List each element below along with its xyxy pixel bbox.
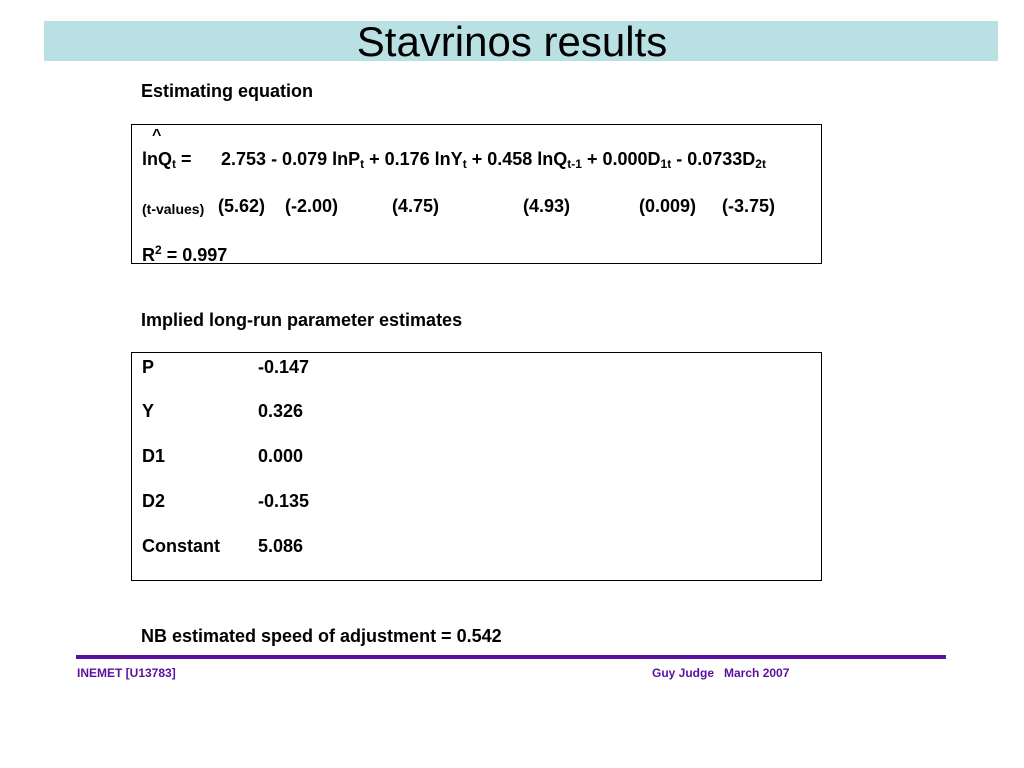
slide-title: Stavrinos results bbox=[356, 18, 668, 65]
tvalue-lagged: (4.93) bbox=[523, 196, 571, 216]
lhs-sub: t bbox=[172, 157, 176, 171]
eq-term-lagged-sub: t-1 bbox=[567, 157, 582, 171]
r2-value: = 0.997 bbox=[166, 245, 228, 265]
r-squared: R2 = 0.997 bbox=[142, 239, 227, 266]
tvalue-constant: (5.62) bbox=[218, 196, 266, 216]
footer-author-date: Guy Judge March 2007 bbox=[652, 666, 790, 680]
estimating-equation-heading: Estimating equation bbox=[141, 81, 314, 101]
eq-term-d1-sub: 1t bbox=[660, 157, 672, 171]
eq-term-price: - 0.079 lnP bbox=[271, 149, 361, 169]
equals-sign: = bbox=[181, 149, 192, 169]
eq-term-d2-sub: 2t bbox=[755, 157, 766, 171]
estimating-equation-box: ^ lnQt = 2.753 - 0.079 lnPt + 0.176 lnYt… bbox=[131, 124, 822, 266]
tvalue-price: (-2.00) bbox=[285, 196, 339, 216]
param-name: D1 bbox=[142, 446, 166, 466]
hat-symbol: ^ bbox=[152, 127, 162, 144]
param-value: 5.086 bbox=[258, 536, 304, 556]
equation-rhs: 2.753 - 0.079 lnPt + 0.176 lnYt + 0.458 … bbox=[221, 148, 766, 175]
eq-term-d2: - 0.0733D bbox=[676, 149, 756, 169]
tvalues-label-text: (t-values) bbox=[142, 201, 205, 217]
equation-lhs: lnQt = bbox=[142, 148, 192, 175]
eq-term-income-sub: t bbox=[462, 157, 467, 171]
param-value: -0.135 bbox=[258, 491, 310, 511]
speed-of-adjustment-note: NB estimated speed of adjustment = 0.542 bbox=[141, 626, 502, 646]
r2-label: R bbox=[142, 245, 155, 265]
param-value: -0.147 bbox=[258, 357, 310, 377]
tvalue-d2: (-3.75) bbox=[722, 196, 776, 216]
tvalue-income: (4.75) bbox=[392, 196, 440, 216]
eq-term-lagged: + 0.458 lnQ bbox=[471, 149, 568, 169]
param-value: 0.000 bbox=[258, 446, 304, 466]
footer-rule bbox=[76, 655, 946, 659]
param-name: Constant bbox=[142, 536, 220, 556]
r2-sup: 2 bbox=[155, 243, 162, 257]
eq-constant: 2.753 bbox=[221, 149, 267, 169]
param-name: D2 bbox=[142, 491, 166, 511]
title-bar bbox=[44, 21, 998, 61]
eq-term-income: + 0.176 lnY bbox=[369, 149, 463, 169]
long-run-heading: Implied long-run parameter estimates bbox=[141, 310, 463, 330]
tvalues-label: (t-values) bbox=[142, 197, 204, 220]
eq-term-d1: + 0.000D bbox=[586, 149, 661, 169]
param-name: P bbox=[142, 357, 155, 377]
param-value: 0.326 bbox=[258, 401, 304, 421]
long-run-box: P -0.147 Y 0.326 D1 0.000 D2 -0.135 Cons… bbox=[131, 352, 822, 581]
eq-term-price-sub: t bbox=[360, 157, 365, 171]
lhs-var: lnQ bbox=[142, 149, 172, 169]
param-name: Y bbox=[142, 401, 155, 421]
footer-course-code: INEMET [U13783] bbox=[77, 666, 176, 680]
tvalue-d1: (0.009) bbox=[639, 196, 697, 216]
